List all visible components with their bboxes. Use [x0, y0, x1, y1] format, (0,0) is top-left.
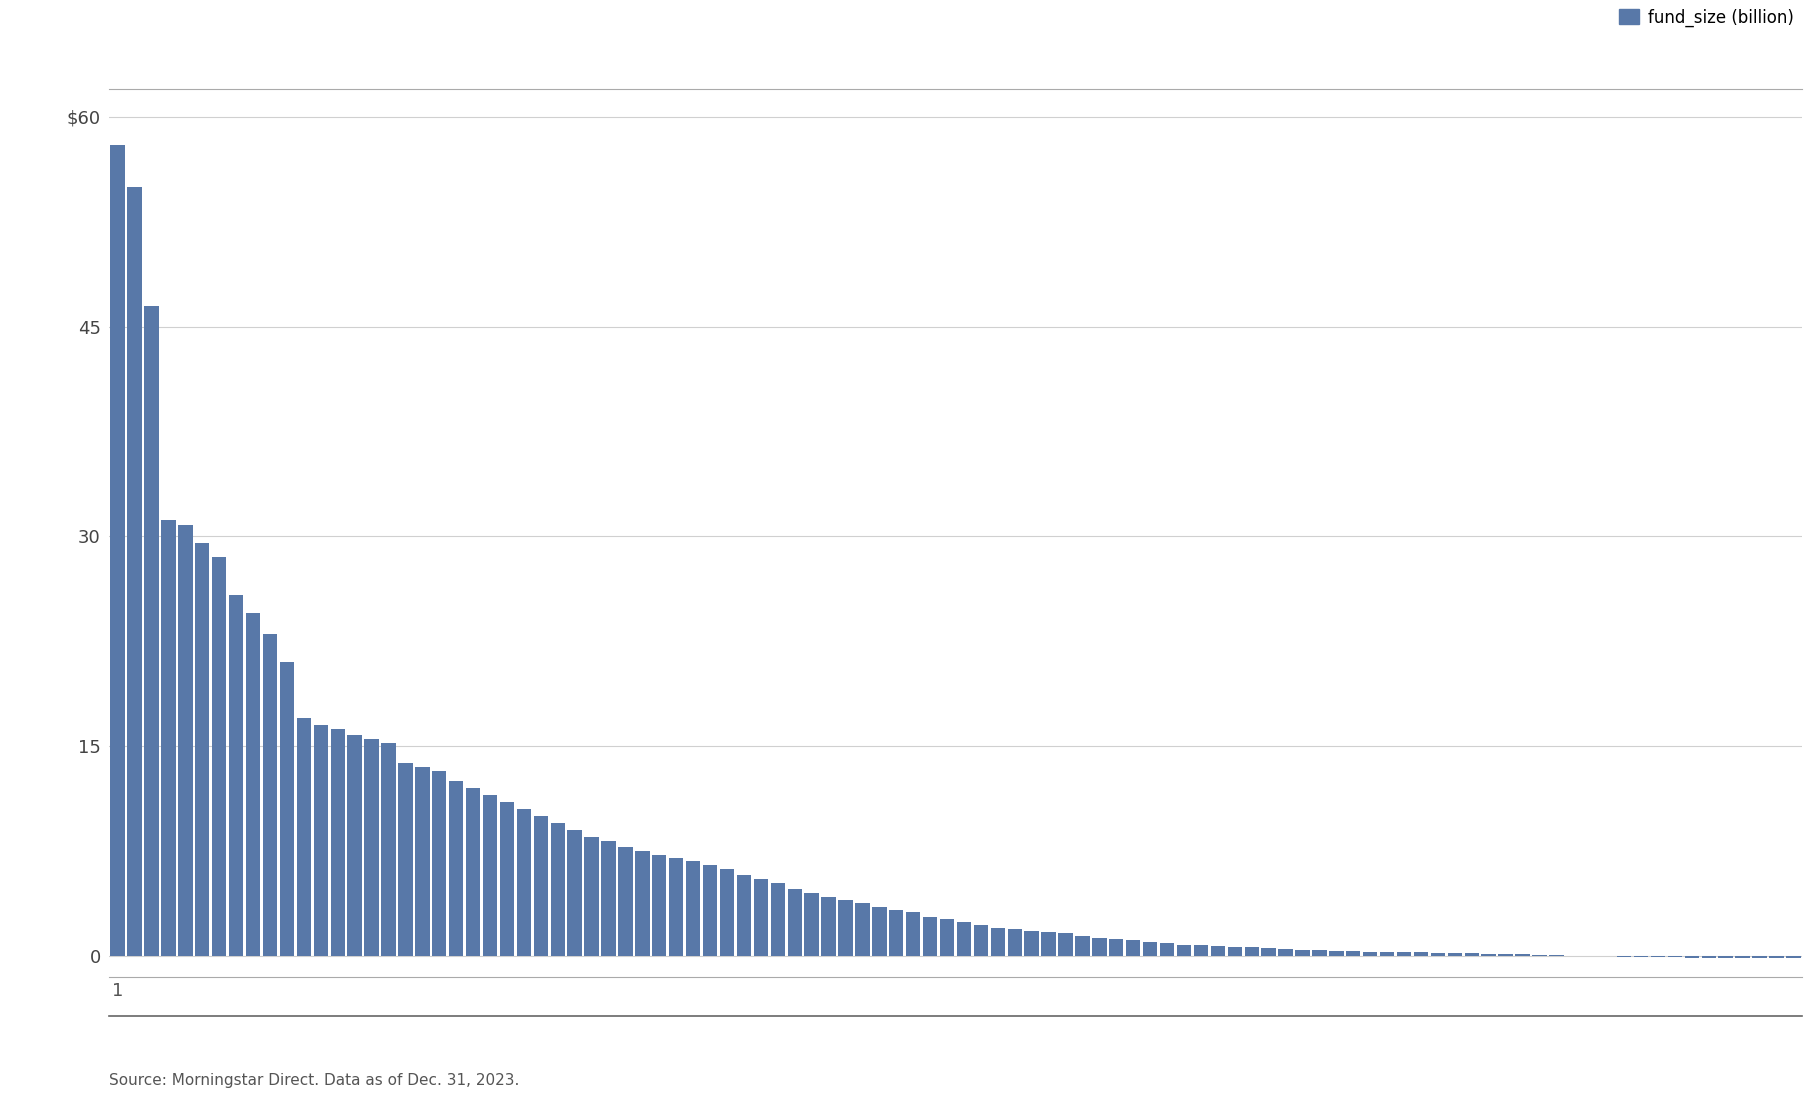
Bar	[211, 557, 226, 956]
Bar	[364, 739, 379, 956]
Bar	[1481, 953, 1496, 956]
Bar	[1396, 952, 1410, 956]
Bar	[1363, 951, 1378, 956]
Bar	[1667, 956, 1682, 957]
Bar	[246, 613, 260, 956]
Bar	[348, 735, 362, 956]
Bar	[1296, 949, 1310, 956]
Bar	[839, 900, 854, 956]
Bar	[466, 788, 480, 956]
Bar	[719, 869, 733, 956]
Bar	[1380, 952, 1394, 956]
Bar	[297, 718, 311, 956]
Bar	[482, 795, 497, 956]
Bar	[1785, 956, 1800, 958]
Bar	[957, 922, 972, 956]
Bar	[127, 186, 142, 956]
Bar	[1753, 956, 1767, 958]
Bar	[906, 912, 921, 956]
Bar	[280, 663, 295, 956]
Bar	[1329, 951, 1343, 956]
Bar	[1718, 956, 1733, 958]
Bar	[517, 809, 531, 956]
Bar	[788, 889, 803, 956]
Bar	[821, 897, 835, 956]
Bar	[1143, 942, 1158, 956]
Bar	[1702, 956, 1716, 958]
Bar	[178, 525, 193, 956]
Bar	[262, 634, 277, 956]
Bar	[1076, 936, 1090, 956]
Bar	[635, 851, 650, 956]
Bar	[753, 879, 768, 956]
Bar	[1227, 947, 1241, 956]
Bar	[1465, 953, 1480, 956]
Bar	[923, 917, 937, 956]
Bar	[533, 816, 548, 956]
Legend: fund_size (billion): fund_size (billion)	[1620, 9, 1793, 27]
Bar	[1261, 948, 1276, 956]
Bar	[804, 892, 819, 956]
Bar	[1532, 955, 1547, 956]
Bar	[1278, 949, 1292, 956]
Bar	[568, 830, 582, 956]
Bar	[584, 837, 599, 956]
Bar	[331, 729, 346, 956]
Bar	[1769, 956, 1784, 958]
Bar	[872, 907, 886, 956]
Bar	[415, 767, 430, 956]
Bar	[619, 847, 633, 956]
Bar	[195, 543, 209, 956]
Bar	[670, 858, 684, 956]
Bar	[1127, 940, 1141, 956]
Bar	[399, 763, 413, 956]
Bar	[1651, 956, 1665, 957]
Bar	[1685, 956, 1700, 958]
Bar	[1516, 955, 1531, 956]
Bar	[431, 771, 446, 956]
Bar	[737, 875, 752, 956]
Bar	[601, 841, 615, 956]
Bar	[313, 725, 328, 956]
Bar	[888, 910, 903, 956]
Bar	[1025, 930, 1039, 956]
Bar	[703, 865, 717, 956]
Bar	[1734, 956, 1749, 958]
Bar	[1447, 953, 1461, 956]
Bar	[1092, 938, 1107, 956]
Bar	[686, 860, 701, 956]
Bar	[1159, 944, 1174, 956]
Bar	[550, 823, 564, 956]
Bar	[1414, 952, 1429, 956]
Bar	[1194, 946, 1208, 956]
Bar	[770, 884, 784, 956]
Bar	[855, 902, 870, 956]
Bar	[1498, 955, 1512, 956]
Bar	[1178, 945, 1192, 956]
Bar	[652, 855, 666, 956]
Bar	[974, 925, 988, 956]
Bar	[1431, 952, 1445, 956]
Bar	[144, 305, 158, 956]
Bar	[1108, 939, 1123, 956]
Bar	[501, 803, 515, 956]
Bar	[939, 919, 954, 956]
Bar	[229, 595, 244, 956]
Bar	[1245, 948, 1259, 956]
Bar	[1347, 951, 1361, 956]
Bar	[111, 144, 126, 956]
Text: Source: Morningstar Direct. Data as of Dec. 31, 2023.: Source: Morningstar Direct. Data as of D…	[109, 1072, 519, 1088]
Bar	[1057, 934, 1072, 956]
Bar	[1312, 950, 1327, 956]
Bar	[380, 744, 395, 956]
Bar	[450, 781, 464, 956]
Bar	[1210, 946, 1225, 956]
Bar	[990, 928, 1005, 956]
Bar	[1008, 929, 1023, 956]
Bar	[1041, 932, 1056, 956]
Bar	[162, 519, 177, 956]
